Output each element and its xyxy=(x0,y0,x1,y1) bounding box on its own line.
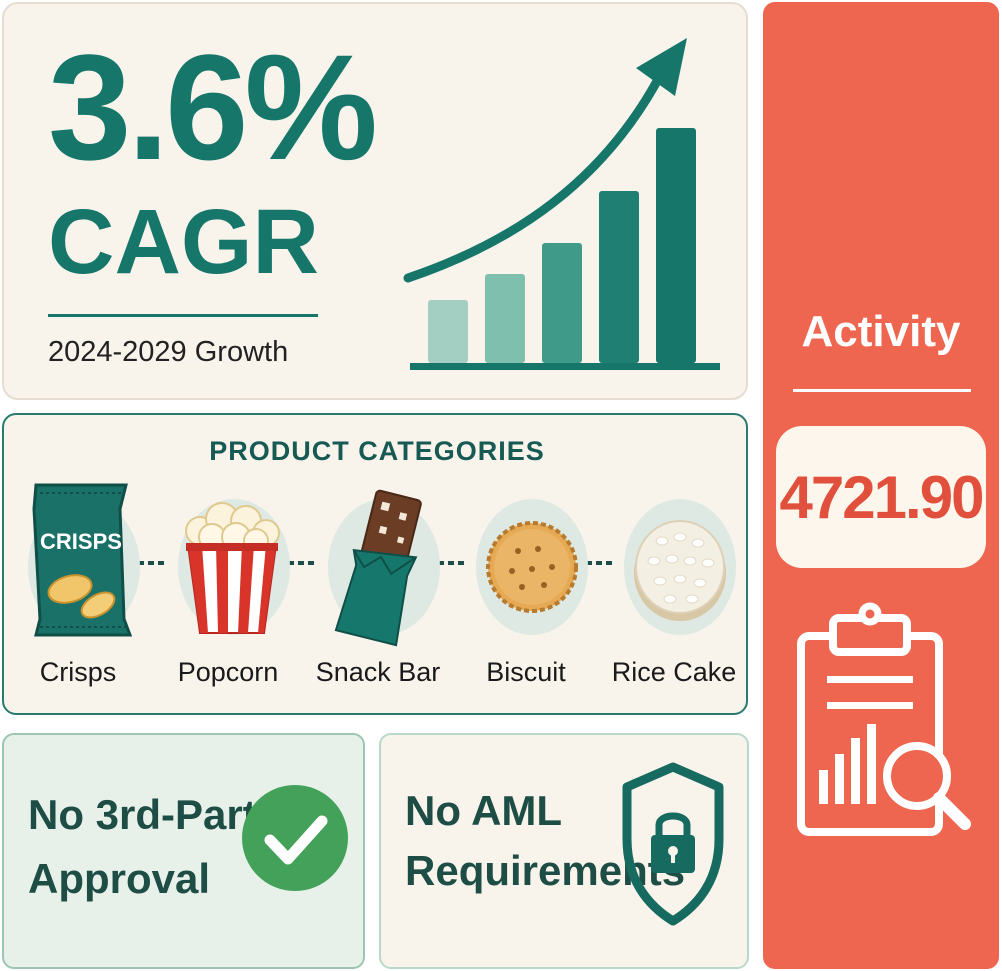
growth-bars xyxy=(428,128,696,363)
clipboard-report-icon xyxy=(797,602,971,836)
category-label: Snack Bar xyxy=(315,657,441,687)
activity-divider xyxy=(793,389,971,392)
growth-bar xyxy=(485,274,525,363)
cagr-label: CAGR xyxy=(48,191,319,293)
growth-bar xyxy=(599,191,639,363)
growth-bar xyxy=(428,300,468,363)
popcorn-icon xyxy=(185,502,280,634)
divider xyxy=(48,314,318,317)
growth-arrow-line xyxy=(403,67,667,283)
connector xyxy=(586,561,616,565)
aml-line-1: No AML xyxy=(405,787,563,834)
shield-lock-icon xyxy=(622,762,724,926)
connector xyxy=(288,561,318,565)
checkmark-icon xyxy=(242,785,348,891)
activity-value: 4721.90 xyxy=(779,463,985,531)
growth-panel: 3.6% CAGR 2024-2029 Growth xyxy=(2,2,748,400)
no-third-party-approval-panel: No 3rd-Party Approval xyxy=(2,733,365,969)
activity-panel: Activity 4721.90 xyxy=(763,2,999,969)
growth-period: 2024-2029 Growth xyxy=(48,336,289,368)
activity-title: Activity xyxy=(801,307,961,356)
rice-cake-icon xyxy=(634,520,726,621)
category-item-popcorn: Popcorn xyxy=(158,479,298,699)
category-item-rice-cake: Rice Cake xyxy=(604,479,744,699)
categories-heading: PRODUCT CATEGORIES xyxy=(209,436,545,466)
category-label: Crisps xyxy=(39,657,117,687)
growth-bar-chart xyxy=(403,38,720,370)
growth-bar xyxy=(542,243,582,363)
product-categories-panel: PRODUCT CATEGORIES CRISPS Crisps xyxy=(2,413,748,715)
category-label: Biscuit xyxy=(486,657,566,687)
category-item-crisps: CRISPS Crisps xyxy=(8,479,148,699)
category-label: Popcorn xyxy=(177,657,279,687)
approval-line-2: Approval xyxy=(28,855,211,902)
snack-bar-icon xyxy=(334,489,422,647)
crisps-bag-text: CRISPS xyxy=(40,529,122,554)
category-item-biscuit: Biscuit xyxy=(456,479,596,699)
growth-bar xyxy=(656,128,696,363)
growth-arrow-head xyxy=(636,38,687,96)
crisps-bag-icon: CRISPS xyxy=(32,483,133,637)
activity-value-box: 4721.90 xyxy=(776,426,986,568)
no-aml-requirements-panel: No AML Requirements xyxy=(379,733,749,969)
biscuit-icon xyxy=(486,521,578,613)
chart-baseline xyxy=(410,363,720,370)
category-item-snack-bar: Snack Bar xyxy=(308,479,448,699)
cagr-value: 3.6% xyxy=(48,23,378,191)
connector xyxy=(438,561,468,565)
approval-line-1: No 3rd-Party xyxy=(28,791,281,838)
category-label: Rice Cake xyxy=(611,657,737,687)
connector xyxy=(138,561,168,565)
